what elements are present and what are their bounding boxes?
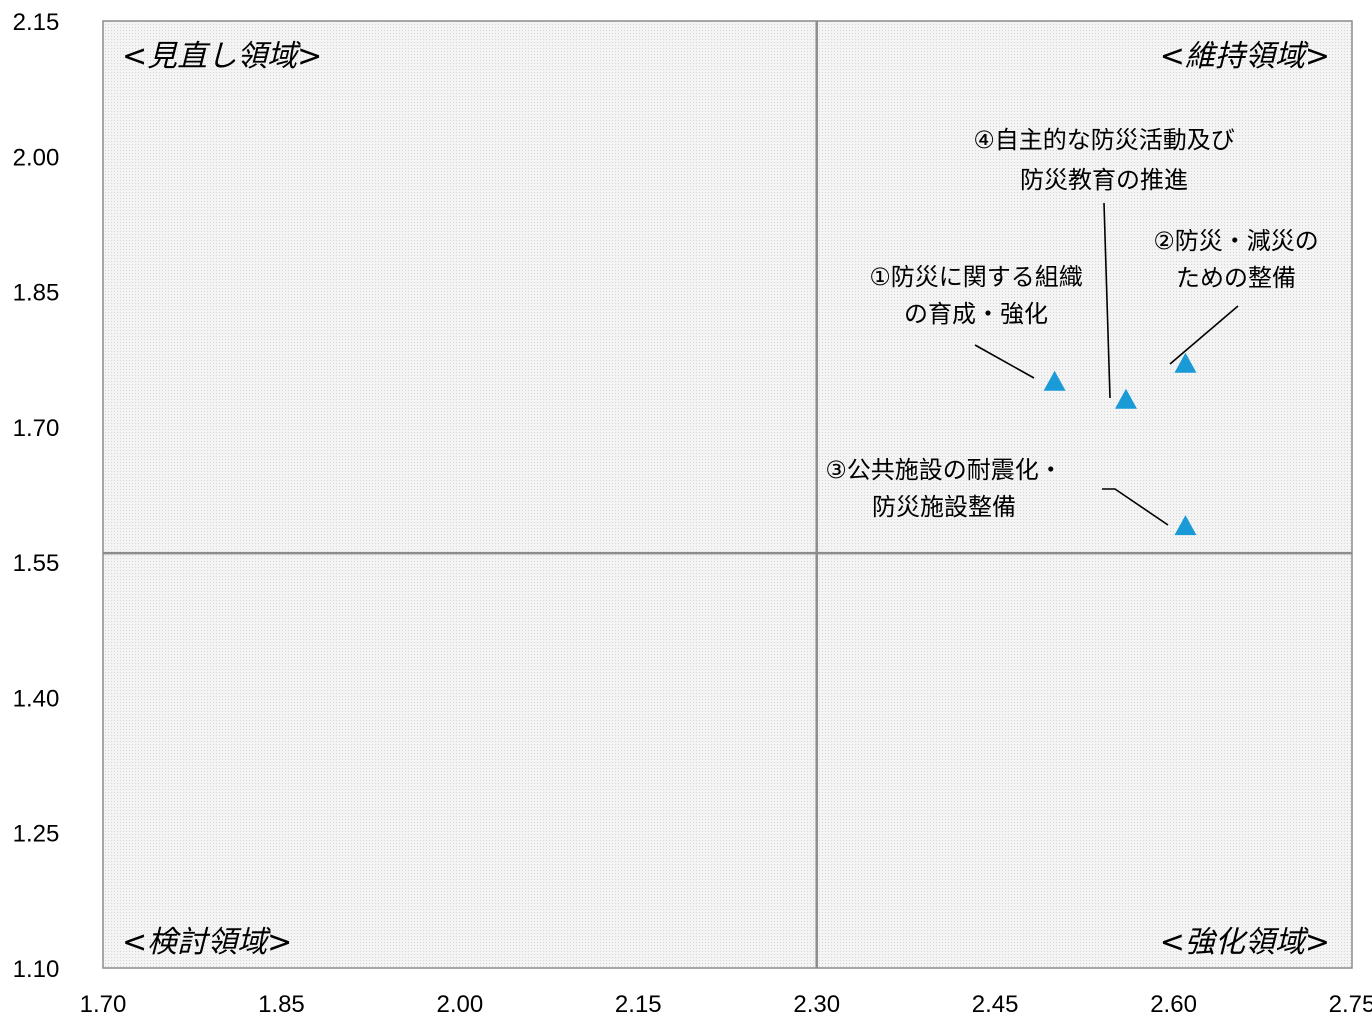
y-tick-label-0: 1.10 [13,956,60,983]
annotation-4-line-1: ④自主的な防災活動及び [973,126,1235,154]
y-tick-label-7: 2.15 [13,9,60,36]
data-point-2 [1174,352,1197,373]
leader-line-2 [1169,305,1239,365]
plot-area [102,20,1353,969]
x-tick-label-3: 2.15 [615,991,662,1018]
leader-line-4 [1103,202,1111,399]
y-tick-label-3: 1.55 [13,550,60,577]
quadrant-label-top-right: <維持領域> [1160,39,1330,74]
data-point-4 [1114,388,1137,409]
quadrant-label-bottom-left: <検討領域> [122,925,292,960]
annotation-point-2: ②防災・減災の ための整備 [1153,227,1319,365]
y-tick-label-6: 2.00 [13,144,60,171]
annotation-1-line-1: ①防災に関する組織 [869,263,1083,291]
x-tick-label-2: 2.00 [436,991,483,1018]
y-axis-ticks: 1.10 1.25 1.40 1.55 1.70 1.85 2.00 2.15 [13,9,60,983]
annotation-3-line-2: 防災施設整備 [872,493,1016,521]
y-tick-label-5: 1.85 [13,280,60,307]
annotation-4-line-2: 防災教育の推進 [1020,166,1188,194]
annotation-3-line-1: ③公共施設の耐震化・ [825,456,1063,484]
y-tick-label-2: 1.40 [13,685,60,712]
leader-line-3 [1102,488,1169,526]
annotation-point-4: ④自主的な防災活動及び 防災教育の推進 [973,126,1235,399]
x-axis-ticks: 1.70 1.85 2.00 2.15 2.30 2.45 2.60 2.75 [80,991,1372,1018]
y-tick-label-1: 1.25 [13,821,60,848]
quadrant-label-bottom-right: <強化領域> [1160,925,1330,960]
x-tick-label-6: 2.60 [1150,991,1197,1018]
x-tick-label-0: 1.70 [80,991,127,1018]
x-tick-label-7: 2.75 [1329,991,1372,1018]
y-tick-label-4: 1.70 [13,415,60,442]
data-point-3 [1174,515,1197,536]
annotation-1-line-2: の育成・強化 [904,300,1048,328]
data-point-1 [1043,370,1066,391]
quadrant-label-top-left: <見直し領域> [122,39,322,74]
annotation-point-1: ①防災に関する組織 の育成・強化 [869,263,1083,379]
data-markers [1043,352,1197,536]
annotation-2-line-1: ②防災・減災の [1153,227,1319,255]
x-tick-label-4: 2.30 [793,991,840,1018]
annotation-2-line-2: ための整備 [1176,264,1296,292]
annotation-point-3: ③公共施設の耐震化・ 防災施設整備 [825,456,1169,526]
leader-line-1 [974,344,1035,379]
x-tick-label-5: 2.45 [972,991,1019,1018]
x-tick-label-1: 1.85 [258,991,305,1018]
